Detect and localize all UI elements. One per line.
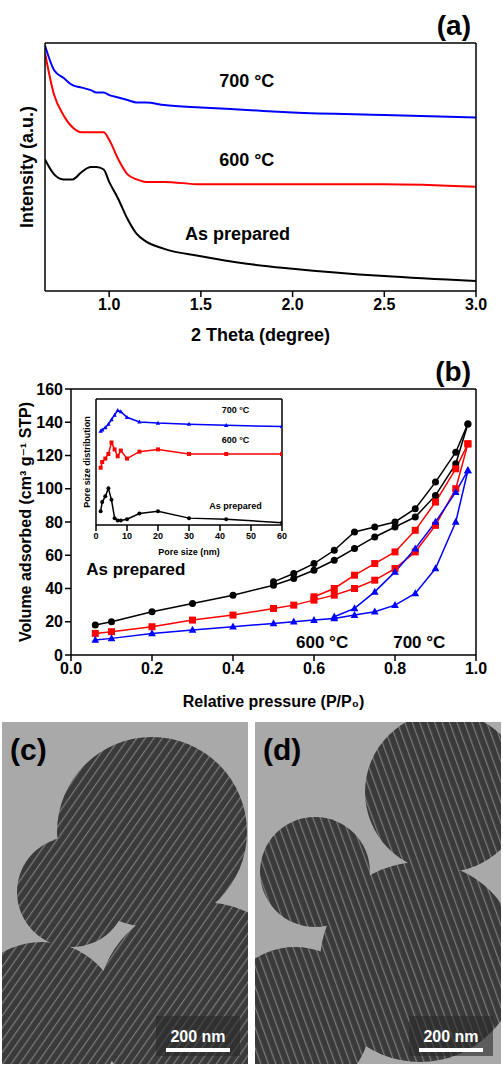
svg-text:30: 30 [184,531,194,541]
html-text:(a): (a) [436,10,471,41]
svg-text:2.5: 2.5 [373,296,395,313]
svg-text:Intensity (a.u.): Intensity (a.u.) [17,106,37,228]
svg-text:40: 40 [215,531,225,541]
svg-text:0: 0 [93,531,98,541]
svg-text:700 °C: 700 °C [219,71,274,91]
svg-text:As prepared: As prepared [86,560,185,579]
svg-text:Pore size distribution: Pore size distribution [82,416,92,508]
svg-text:10: 10 [122,531,132,541]
svg-text:1.0: 1.0 [465,660,487,677]
svg-text:200 nm: 200 nm [423,1028,478,1045]
svg-text:0.4: 0.4 [222,660,244,677]
svg-text:2.0: 2.0 [281,296,303,313]
svg-text:200 nm: 200 nm [170,1028,225,1045]
svg-text:(d): (d) [263,733,301,766]
svg-text:As prepared: As prepared [209,501,262,511]
svg-text:1.5: 1.5 [190,296,212,313]
svg-text:100: 100 [36,480,63,497]
svg-text:(c): (c) [10,733,47,766]
svg-text:As prepared: As prepared [185,224,290,244]
svg-text:Pore size (nm): Pore size (nm) [158,547,220,557]
svg-text:80: 80 [45,514,63,531]
svg-text:120: 120 [36,447,63,464]
svg-text:0.0: 0.0 [60,660,82,677]
svg-text:20: 20 [153,531,163,541]
svg-text:0.6: 0.6 [303,660,325,677]
svg-text:700 °C: 700 °C [222,405,250,415]
svg-text:60: 60 [277,531,287,541]
svg-text:600 °C: 600 °C [219,150,274,170]
svg-text:0.8: 0.8 [384,660,406,677]
svg-text:160: 160 [36,381,63,398]
svg-text:3.0: 3.0 [465,296,487,313]
svg-text:0: 0 [54,647,63,664]
svg-text:140: 140 [36,414,63,431]
svg-text:600 °C: 600 °C [222,435,250,445]
svg-text:700 °C: 700 °C [393,633,445,652]
svg-text:Relative pressure (P/P₀): Relative pressure (P/P₀) [183,693,365,710]
html-text:(b): (b) [435,356,471,387]
svg-text:600 °C: 600 °C [296,633,348,652]
svg-text:Volume adsorbed (cm³ g⁻¹ STP): Volume adsorbed (cm³ g⁻¹ STP) [17,402,34,642]
svg-text:20: 20 [45,613,63,630]
svg-text:50: 50 [246,531,256,541]
svg-text:0.2: 0.2 [141,660,163,677]
svg-text:2 Theta (degree): 2 Theta (degree) [191,325,330,345]
svg-text:1.0: 1.0 [98,296,120,313]
svg-text:40: 40 [45,580,63,597]
svg-text:60: 60 [45,547,63,564]
